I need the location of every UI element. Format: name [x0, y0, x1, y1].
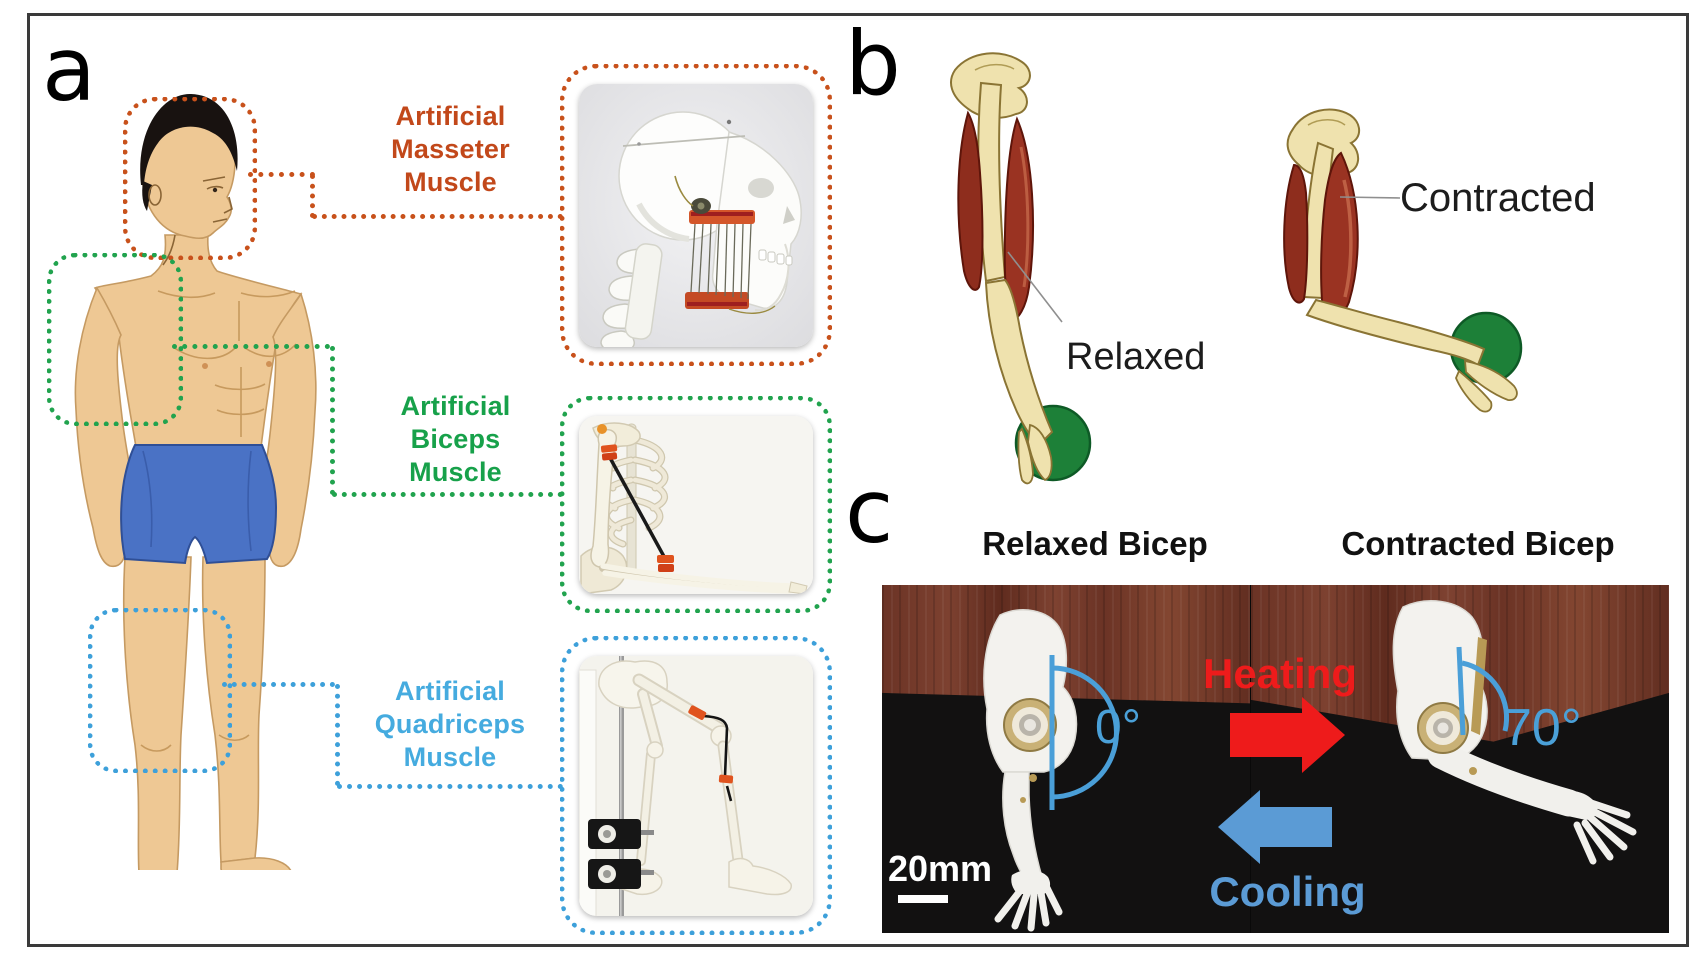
bicep-actuation-photo: [882, 585, 1669, 933]
stand-backplate: [579, 669, 597, 916]
bicep-diagram: [950, 52, 1523, 485]
masseter-region-box: [123, 97, 257, 260]
relaxed-arm-diagram: [950, 52, 1092, 485]
contracted-arm-diagram: [1283, 108, 1523, 413]
elbow-bearing: [1003, 698, 1057, 803]
biceps-connector: [330, 346, 335, 495]
cervical-spine: [600, 243, 663, 347]
relaxed-label: Relaxed: [1066, 336, 1206, 378]
wood-table: [882, 585, 1250, 704]
heating-cooling-arrows: [1218, 697, 1345, 864]
elbow-bearing: [1417, 702, 1477, 775]
leg-model-photo: [579, 656, 813, 916]
biceps-cable: [607, 455, 669, 563]
contracted-bicep-photo: [1250, 585, 1669, 933]
biceps-region-box: [47, 253, 183, 426]
hand-fingers: [1573, 799, 1637, 865]
robot-arm-contracted: [1392, 600, 1637, 865]
hair: [140, 93, 238, 185]
quadriceps-label: Artificial Quadriceps Muscle: [374, 676, 526, 772]
masseter-connector: [248, 172, 315, 177]
teeth: [758, 249, 793, 266]
relaxed-bicep-photo: [882, 585, 1250, 933]
masseter-label: Artificial Masseter Muscle: [391, 101, 510, 197]
stand-clamps: [588, 819, 654, 889]
cooling-label: Cooling: [1209, 868, 1366, 915]
skull-photo: [579, 84, 813, 347]
masseter-strings: [674, 175, 776, 314]
biceps-photo-box: [560, 396, 832, 613]
shorts: [120, 444, 278, 565]
pelvis: [598, 660, 668, 709]
biceps-label: Artificial Biceps Muscle: [400, 391, 511, 487]
robot-arm-relaxed: [983, 609, 1119, 932]
relaxed-bicep-heading: Relaxed Bicep: [982, 525, 1208, 562]
face-details: [148, 176, 233, 266]
masseter-photo-box: [560, 64, 832, 366]
quadriceps-cable: [688, 705, 734, 802]
quadriceps-region-box: [88, 608, 232, 773]
heating-label: Heating: [1202, 650, 1357, 697]
panel-b-label: b: [845, 12, 901, 115]
figure-border: [27, 13, 1689, 947]
panel-a-label: a: [42, 18, 96, 121]
quadriceps-connector: [222, 682, 335, 687]
human-body-illustration: [74, 93, 317, 870]
masseter-connector: [310, 174, 315, 218]
hand-fingers: [994, 884, 1063, 932]
humerus: [590, 428, 617, 568]
cooling-arrow: [1218, 790, 1332, 864]
quadriceps-connector: [335, 684, 340, 786]
scale-label: 20mm: [888, 848, 993, 889]
quadriceps-photo-box: [560, 636, 832, 935]
scale-bar: [898, 895, 948, 903]
contracted-bicep-heading: Contracted Bicep: [1341, 525, 1615, 562]
angle-marker-relaxed: [1049, 655, 1119, 810]
cable-anchors: [597, 424, 674, 572]
biceps-connector: [332, 492, 563, 497]
relaxed-pointer-line: [1007, 251, 1063, 323]
skeleton-arm-photo: [579, 416, 813, 594]
masseter-connector: [312, 214, 563, 219]
angle-marker-contracted: [1456, 646, 1510, 736]
angle-70-label: 70°: [1503, 699, 1582, 757]
brass-strip: [1471, 637, 1487, 735]
panel-c-label: c: [845, 460, 894, 563]
contracted-pointer-line: [1339, 196, 1401, 199]
contracted-label: Contracted: [1400, 176, 1596, 220]
quadriceps-connector: [337, 784, 563, 789]
angle-0-label: 0°: [1095, 701, 1141, 754]
heating-arrow: [1230, 697, 1345, 773]
biceps-connector: [172, 344, 330, 349]
